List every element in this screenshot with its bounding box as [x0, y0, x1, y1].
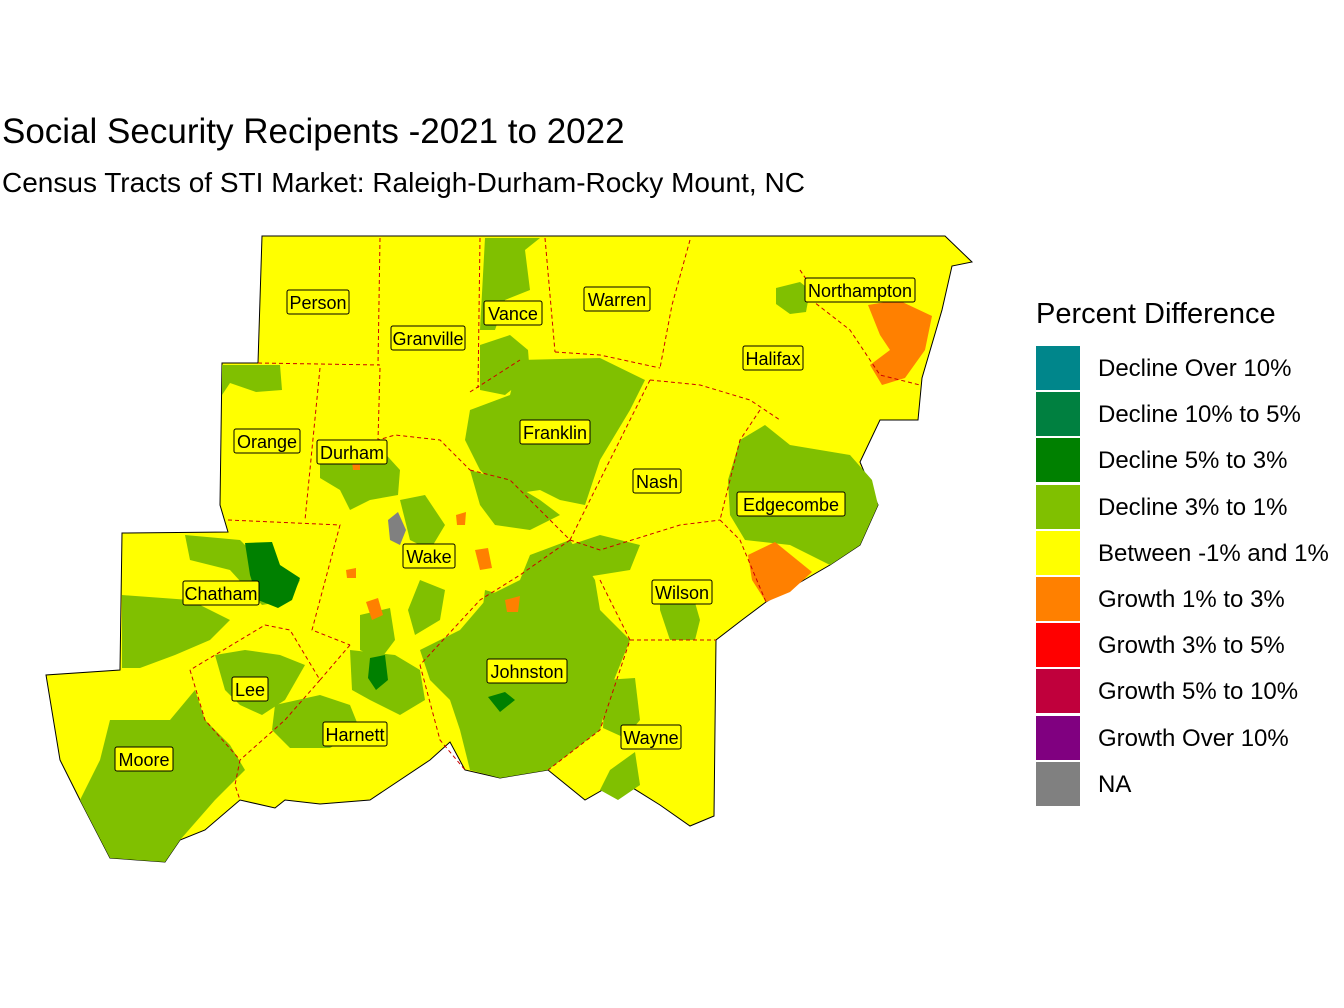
svg-text:Durham: Durham [320, 443, 384, 463]
legend-label: Decline 3% to 1% [1098, 493, 1288, 521]
growth-1-to-3-areas [346, 300, 932, 620]
map-subtitle: Census Tracts of STI Market: Raleigh-Dur… [2, 167, 805, 198]
orange-north-tracts [222, 365, 282, 395]
legend-key-swatch [1036, 346, 1080, 390]
wake-southwest-tracts [360, 608, 395, 660]
legend-key-swatch [1036, 761, 1080, 806]
na-tract [388, 512, 406, 545]
wake-growth-tract-1 [475, 548, 492, 570]
legend-label: Growth 1% to 3% [1098, 586, 1285, 613]
county-label-wake: Wake [402, 543, 456, 569]
legend-key-swatch [1036, 484, 1080, 529]
svg-text:Granville: Granville [392, 329, 463, 349]
county-label-moore: Moore [114, 746, 174, 772]
harnett-east-tracts [350, 650, 425, 715]
legend-label: Decline Over 10% [1098, 355, 1292, 382]
county-label-durham: Durham [316, 439, 388, 465]
harnett-dark-tract [368, 655, 388, 690]
svg-text:Johnston: Johnston [490, 662, 563, 682]
legend-label: Decline 5% to 3% [1098, 447, 1288, 475]
legend-key-swatch [1036, 530, 1080, 575]
wake-central-tracts [400, 495, 445, 550]
northampton-west-tracts [776, 282, 810, 314]
svg-text:Person: Person [289, 293, 346, 313]
legend-item: Decline 3% to 1% [1036, 484, 1344, 529]
county-label-chatham: Chatham [182, 580, 260, 606]
legend-key-swatch [1036, 438, 1080, 483]
chatham-south-tracts [122, 595, 230, 668]
choropleth-map: Person Granville Vance Warren Northampto… [45, 235, 974, 863]
county-label-granville: Granville [390, 325, 466, 351]
svg-text:Franklin: Franklin [523, 423, 587, 443]
county-label-edgecombe: Edgecombe [736, 491, 846, 517]
legend-item: Decline 5% to 3% [1036, 438, 1344, 483]
legend-label: Between -1% and 1% [1098, 539, 1329, 567]
legend-label: Decline 10% to 5% [1098, 401, 1301, 429]
legend-item: Growth 3% to 5% [1036, 623, 1344, 668]
legend-item: NA [1036, 761, 1344, 806]
legend-key-swatch [1036, 623, 1080, 668]
svg-text:Wilson: Wilson [655, 583, 709, 603]
legend-item: Decline Over 10% [1036, 346, 1344, 390]
svg-text:Lee: Lee [235, 680, 265, 700]
svg-text:Vance: Vance [488, 304, 538, 324]
county-labels: Person Granville Vance Warren Northampto… [114, 277, 916, 772]
county-label-johnston: Johnston [486, 658, 568, 684]
legend-item: Growth Over 10% [1036, 715, 1344, 760]
svg-text:Harnett: Harnett [325, 725, 384, 745]
legend-item: Between -1% and 1% [1036, 530, 1344, 575]
legend-label: NA [1098, 770, 1132, 798]
wake-north-tracts [470, 470, 560, 530]
legend-key-swatch [1036, 392, 1080, 437]
svg-text:Warren: Warren [588, 290, 646, 310]
svg-text:Wayne: Wayne [623, 728, 678, 748]
svg-text:Northampton: Northampton [808, 281, 912, 301]
map-title: Social Security Recipents -2021 to 2022 [2, 112, 625, 151]
legend-label: Growth Over 10% [1098, 724, 1289, 752]
legend-label: Growth 5% to 10% [1098, 678, 1299, 706]
moore-tracts [80, 690, 245, 862]
svg-text:Orange: Orange [237, 432, 297, 452]
county-label-halifax: Halifax [742, 345, 804, 371]
wake-south-tracts [408, 580, 445, 635]
legend-key-swatch [1036, 669, 1080, 714]
county-label-franklin: Franklin [519, 419, 591, 445]
county-label-person: Person [286, 289, 350, 315]
svg-text:Halifax: Halifax [745, 349, 800, 369]
wayne-south-tracts [600, 752, 640, 800]
county-label-harnett: Harnett [322, 721, 388, 747]
legend-label: Growth 3% to 5% [1098, 632, 1285, 660]
legend-key-swatch [1036, 715, 1080, 760]
county-label-northampton: Northampton [804, 277, 916, 303]
northampton-growth-tract [868, 300, 932, 385]
nash-south-tracts [570, 535, 640, 578]
svg-text:Chatham: Chatham [184, 584, 257, 604]
legend-key-swatch [1036, 577, 1080, 621]
svg-text:Moore: Moore [118, 750, 169, 770]
legend-item: Growth 5% to 10% [1036, 669, 1344, 714]
county-label-wilson: Wilson [651, 579, 713, 605]
legend-title: Percent Difference [1036, 298, 1276, 330]
johnston-dark-tract [488, 692, 515, 712]
svg-text:Edgecombe: Edgecombe [743, 495, 839, 515]
county-label-wayne: Wayne [620, 724, 682, 750]
svg-text:Wake: Wake [406, 547, 451, 567]
wake-growth-tract-5 [346, 568, 356, 578]
wake-growth-tract-4 [456, 512, 466, 525]
county-label-warren: Warren [583, 286, 651, 312]
svg-text:Nash: Nash [636, 472, 678, 492]
edgecombe-growth-tract [748, 542, 812, 602]
county-label-lee: Lee [231, 676, 269, 702]
wake-growth-tract-3 [366, 598, 383, 620]
legend-item: Decline 10% to 5% [1036, 392, 1344, 437]
county-label-vance: Vance [483, 300, 543, 326]
county-label-nash: Nash [632, 468, 682, 494]
legend-item: Growth 1% to 3% [1036, 577, 1344, 621]
county-label-orange: Orange [233, 428, 301, 454]
wake-growth-tract-2 [505, 596, 520, 612]
